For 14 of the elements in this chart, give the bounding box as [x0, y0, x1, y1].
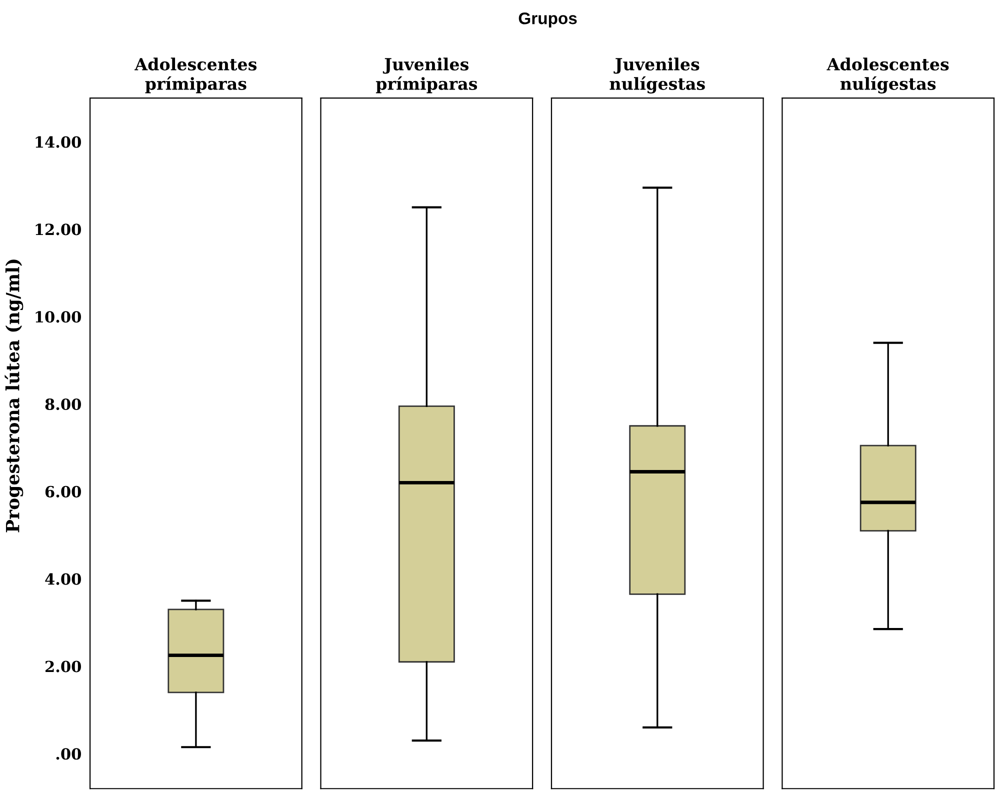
- y-tick-label: .00: [56, 748, 81, 760]
- y-tick-label: 6.00: [45, 486, 81, 498]
- x-tick-label: Juveniles prímiparas: [376, 58, 478, 94]
- y-tick-label: 8.00: [45, 398, 81, 410]
- x-tick-label: Adolescentes nulígestas: [826, 58, 949, 94]
- y-tick-label: 10.00: [36, 311, 81, 323]
- y-axis-title: Progesterona lútea (ng/ml): [4, 260, 24, 532]
- chart-title: Grupos: [518, 12, 577, 28]
- y-tick-label: 12.00: [36, 224, 81, 236]
- x-tick-label: Adolescentes prímiparas: [134, 58, 257, 94]
- x-tick-label: Juveniles nulígestas: [610, 58, 705, 94]
- y-tick-label: 2.00: [46, 660, 81, 672]
- y-tick-label: 14.00: [36, 136, 81, 148]
- y-tick-label: 4.00: [45, 573, 81, 585]
